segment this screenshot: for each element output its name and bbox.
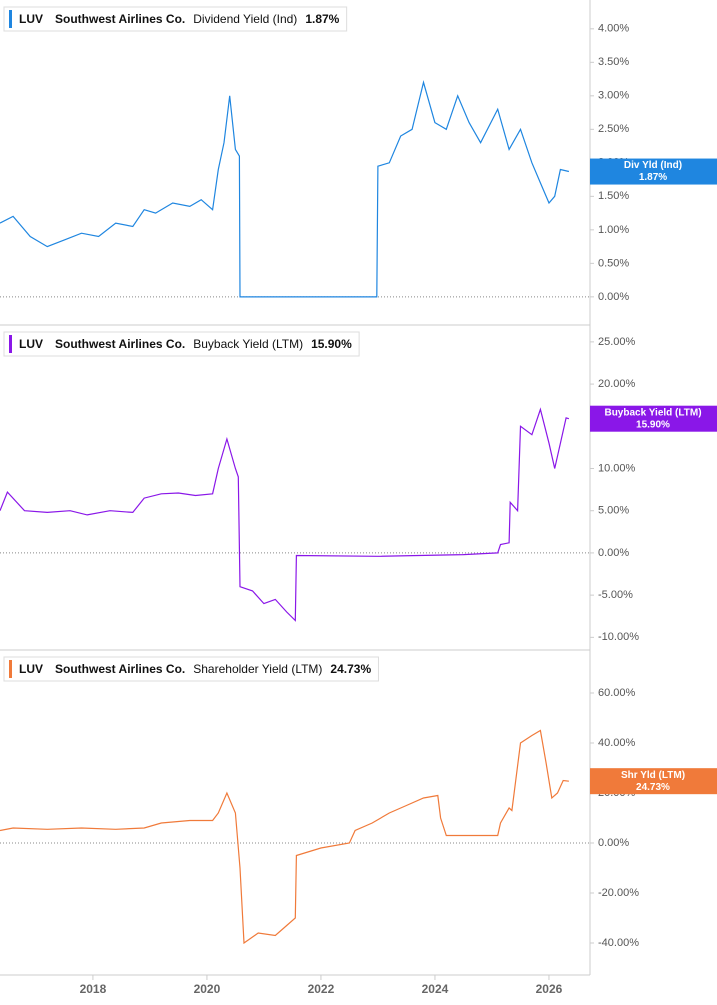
value-tag-name: Div Yld (Ind) — [624, 160, 682, 171]
legend-header: LUV Southwest Airlines Co. Shareholder Yie… — [3, 656, 379, 682]
legend-metric: Dividend Yield (Ind) — [193, 12, 297, 26]
series-line — [0, 80, 570, 298]
value-tag-name: Shr Yld (LTM) — [621, 770, 685, 781]
legend-last-value-label: 15.90% — [311, 337, 352, 351]
value-tag-value: 1.87% — [639, 172, 667, 183]
legend-swatch — [9, 335, 12, 353]
y-tick-label: 3.50% — [598, 56, 629, 68]
value-tag-name: Buyback Yield (LTM) — [604, 407, 701, 418]
legend-swatch — [9, 10, 12, 28]
legend-header: LUV Southwest Airlines Co. Buyback Yield (… — [3, 331, 360, 357]
y-tick-label: 1.00% — [598, 224, 629, 236]
y-tick-label: 40.00% — [598, 737, 636, 749]
y-tick-label: -20.00% — [598, 887, 639, 899]
legend-box — [3, 656, 379, 682]
legend-text: LUV Southwest Airlines Co. Dividend Yield … — [19, 12, 340, 26]
legend-text: LUV Southwest Airlines Co. Shareholder Yie… — [19, 662, 371, 676]
y-tick-label: 0.00% — [598, 837, 629, 849]
y-tick-label: -5.00% — [598, 589, 633, 601]
legend-header: LUV Southwest Airlines Co. Dividend Yield … — [3, 6, 348, 32]
value-tag — [590, 768, 717, 795]
series-line — [0, 729, 569, 945]
y-tick-label: 0.00% — [598, 547, 629, 559]
x-tick-label: 2026 — [536, 982, 563, 996]
legend-text: LUV Southwest Airlines Co. Buyback Yield (… — [19, 337, 352, 351]
legend-metric: Shareholder Yield (LTM) — [193, 662, 322, 676]
legend-company: Southwest Airlines Co. — [55, 337, 185, 351]
y-tick-label: 2.50% — [598, 123, 629, 135]
y-tick-label: 0.50% — [598, 257, 629, 269]
x-tick-label: 2024 — [422, 982, 449, 996]
x-tick-label: 2018 — [80, 982, 107, 996]
y-tick-label: -40.00% — [598, 937, 639, 949]
legend-last-value-label: 1.87% — [305, 12, 339, 26]
legend-metric: Buyback Yield (LTM) — [193, 337, 303, 351]
legend-last-value-label: 24.73% — [330, 662, 371, 676]
y-tick-label: 3.00% — [598, 90, 629, 102]
y-tick-label: 5.00% — [598, 505, 629, 517]
value-tag — [590, 405, 717, 432]
y-tick-label: 10.00% — [598, 462, 636, 474]
legend-box — [3, 331, 360, 357]
y-tick-label: 20.00% — [598, 378, 636, 390]
value-tag-value: 15.90% — [636, 419, 670, 430]
legend-ticker: LUV — [19, 662, 43, 676]
y-tick-label: -10.00% — [598, 631, 639, 643]
series-line — [0, 407, 570, 622]
legend-company: Southwest Airlines Co. — [55, 662, 185, 676]
legend-company: Southwest Airlines Co. — [55, 12, 185, 26]
value-tag — [590, 158, 717, 185]
legend-ticker: LUV — [19, 337, 43, 351]
x-tick-label: 2022 — [308, 982, 335, 996]
y-tick-label: 25.00% — [598, 336, 636, 348]
y-tick-label: 60.00% — [598, 687, 636, 699]
legend-swatch — [9, 660, 12, 678]
y-tick-label: 4.00% — [598, 23, 629, 35]
y-tick-label: 0.00% — [598, 291, 629, 303]
x-tick-label: 2020 — [194, 982, 221, 996]
y-tick-label: 1.50% — [598, 190, 629, 202]
legend-box — [3, 6, 348, 32]
legend-ticker: LUV — [19, 12, 43, 26]
value-tag-value: 24.73% — [636, 782, 670, 793]
